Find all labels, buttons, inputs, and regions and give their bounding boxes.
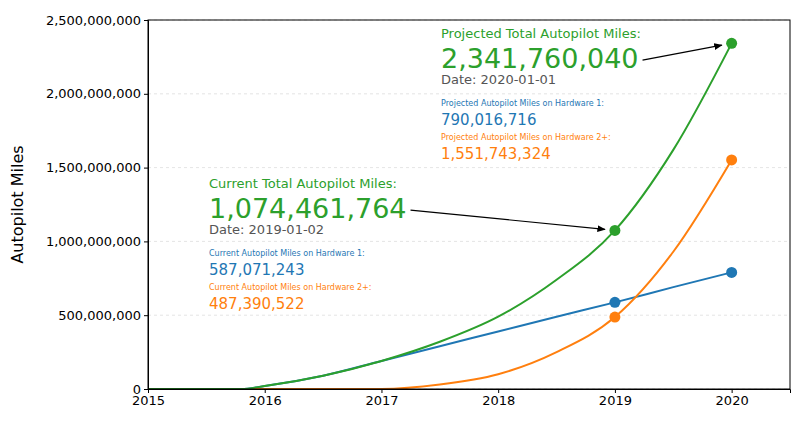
tick-label: 2019 xyxy=(599,393,632,408)
tick-mark xyxy=(144,168,148,169)
y-axis-title: Autopilot Miles xyxy=(8,145,27,263)
x-tick: 2015 xyxy=(132,389,165,408)
annotation-date: Date: 2019-01-02 xyxy=(209,222,324,237)
tick-label: 1,000,000,000 xyxy=(46,234,141,249)
tick-mark xyxy=(144,94,148,95)
point-marker xyxy=(726,267,737,278)
axis-line xyxy=(149,390,791,394)
annotation-value: 1,551,743,324 xyxy=(441,145,551,163)
tick-label: 2,500,000,000 xyxy=(46,13,141,28)
annotation-label: Current Autopilot Miles on Hardware 1: xyxy=(209,249,365,258)
annotation-value: 790,016,716 xyxy=(441,111,536,129)
tick-label: 1,500,000,000 xyxy=(46,160,141,175)
axis-line xyxy=(144,21,149,390)
x-tick: 2017 xyxy=(365,389,398,408)
x-tick: 2019 xyxy=(599,389,632,408)
x-tick: 2016 xyxy=(249,389,282,408)
grid xyxy=(148,20,790,389)
y-tick: 500,000,000 xyxy=(58,308,148,323)
grid-line xyxy=(148,241,790,242)
y-tick: 1,000,000,000 xyxy=(46,234,148,249)
point-marker xyxy=(609,297,620,308)
tick-label: 2017 xyxy=(365,393,398,408)
x-axis: 2015 2016 2017 2018 2019 2020 xyxy=(132,389,791,408)
annotation-arrow xyxy=(411,210,605,229)
x-tick: 2018 xyxy=(482,389,515,408)
y-axis: 0500,000,0001,000,000,0001,500,000,0002,… xyxy=(46,13,149,397)
annotation-value: 1,074,461,764 xyxy=(209,193,407,224)
x-tick: 2020 xyxy=(716,389,749,408)
tick-label: 2018 xyxy=(482,393,515,408)
grid-line xyxy=(148,315,790,316)
tick-mark xyxy=(144,241,148,242)
series-line xyxy=(148,43,732,389)
point-marker xyxy=(726,38,737,49)
plot-frame xyxy=(148,20,790,389)
series-line xyxy=(148,272,732,389)
chart: 0500,000,0001,000,000,0001,500,000,0002,… xyxy=(0,0,800,434)
grid-line xyxy=(148,93,790,94)
tick-label: 2020 xyxy=(716,393,749,408)
annotation-date: Date: 2020-01-01 xyxy=(441,72,556,87)
tick-mark xyxy=(144,389,148,390)
point-marker xyxy=(609,225,620,236)
annotation-label: Current Autopilot Miles on Hardware 2+: xyxy=(209,283,371,292)
tick-mark xyxy=(144,20,148,21)
annotation-label: Projected Autopilot Miles on Hardware 1: xyxy=(441,99,604,108)
y-tick: 2,000,000,000 xyxy=(46,86,148,101)
tick-label: 2016 xyxy=(249,393,282,408)
tick-mark xyxy=(144,315,148,316)
annotation-arrow xyxy=(643,45,722,60)
annotation-value: 487,390,522 xyxy=(209,295,304,313)
y-tick: 1,500,000,000 xyxy=(46,160,148,175)
annotation-value: 587,071,243 xyxy=(209,261,304,279)
annotation-label: Current Total Autopilot Miles: xyxy=(209,176,397,191)
tick-label: 500,000,000 xyxy=(58,308,141,323)
annotations: Projected Total Autopilot Miles: 2,341,76… xyxy=(209,26,722,313)
plot-area xyxy=(148,38,737,389)
annotation-label: Projected Total Autopilot Miles: xyxy=(441,26,641,41)
point-marker xyxy=(609,312,620,323)
annotation-value: 2,341,760,040 xyxy=(441,43,639,74)
point-marker xyxy=(726,154,737,165)
annotation-label: Projected Autopilot Miles on Hardware 2+… xyxy=(441,133,611,142)
grid-line xyxy=(148,167,790,168)
y-tick: 2,500,000,000 xyxy=(46,13,148,28)
tick-label: 2015 xyxy=(132,393,165,408)
tick-label: 2,000,000,000 xyxy=(46,86,141,101)
